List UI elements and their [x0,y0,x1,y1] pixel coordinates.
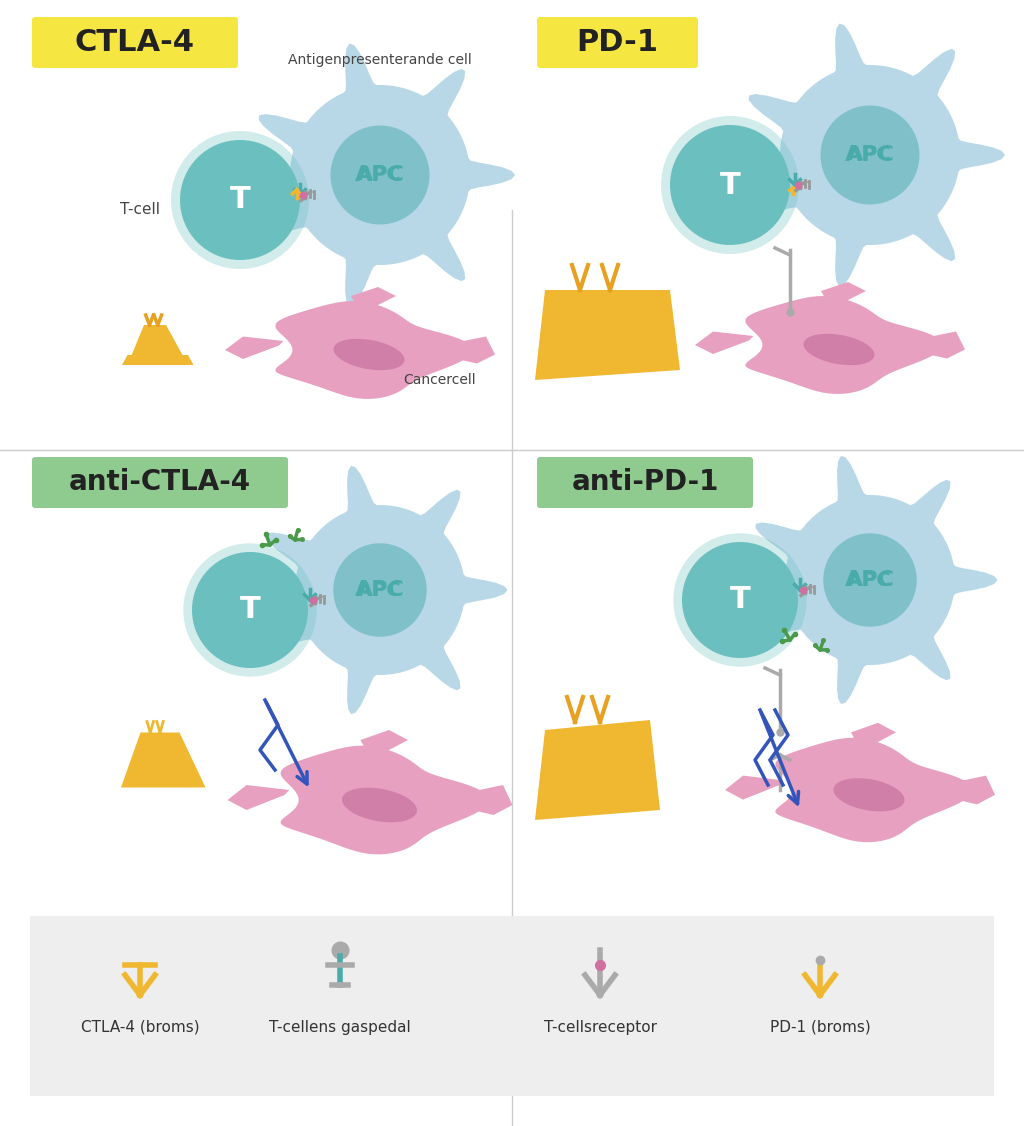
Polygon shape [351,287,396,312]
Polygon shape [535,291,680,379]
Text: APC: APC [355,580,404,600]
Polygon shape [265,466,508,714]
Polygon shape [775,738,973,842]
Polygon shape [122,355,194,365]
Text: anti-CTLA-4: anti-CTLA-4 [69,468,251,497]
Polygon shape [535,720,660,820]
Text: CTLA-4: CTLA-4 [75,28,195,57]
Text: APC: APC [848,145,892,164]
Text: APC: APC [845,145,895,166]
Polygon shape [121,733,206,787]
Polygon shape [451,785,512,815]
Text: PD-1 (broms): PD-1 (broms) [770,1020,870,1035]
Circle shape [331,125,429,224]
Circle shape [682,542,798,658]
Text: T: T [240,596,260,625]
Circle shape [333,543,427,636]
Circle shape [823,534,916,627]
Polygon shape [745,296,942,394]
Polygon shape [725,776,783,799]
Polygon shape [851,723,896,749]
FancyBboxPatch shape [537,17,698,68]
Polygon shape [259,44,515,306]
Circle shape [674,534,807,667]
Polygon shape [281,745,488,855]
Text: APC: APC [848,571,892,590]
Text: T: T [730,586,751,615]
Polygon shape [937,776,995,804]
Text: APC: APC [358,581,401,599]
Polygon shape [695,331,754,354]
Text: anti-PD-1: anti-PD-1 [571,468,719,497]
Text: T-cell: T-cell [120,203,160,217]
Text: T: T [720,170,740,199]
Text: PD-1: PD-1 [577,28,658,57]
FancyBboxPatch shape [32,17,238,68]
Text: T-cellsreceptor: T-cellsreceptor [544,1020,656,1035]
Circle shape [180,140,300,260]
Polygon shape [275,301,472,399]
Text: T: T [229,186,251,214]
FancyBboxPatch shape [32,457,288,508]
Polygon shape [225,337,284,359]
Polygon shape [128,325,188,365]
FancyBboxPatch shape [30,915,994,1096]
Ellipse shape [342,788,417,822]
Circle shape [820,106,920,205]
Polygon shape [906,331,965,358]
Text: CTLA-4 (broms): CTLA-4 (broms) [81,1020,200,1035]
Polygon shape [821,282,866,306]
Ellipse shape [334,339,404,370]
Polygon shape [227,785,289,810]
Text: Cancercell: Cancercell [403,373,476,387]
Text: APC: APC [355,166,404,185]
Text: APC: APC [358,166,401,185]
Polygon shape [360,730,408,758]
Text: Antigenpresenterande cell: Antigenpresenterande cell [288,53,472,68]
Polygon shape [749,24,1005,286]
Circle shape [670,125,790,245]
Polygon shape [756,456,997,704]
Text: T-cellens gaspedal: T-cellens gaspedal [269,1020,411,1035]
Circle shape [193,552,308,668]
Circle shape [662,116,799,254]
Ellipse shape [834,778,904,812]
Circle shape [171,131,309,269]
Ellipse shape [804,333,874,365]
FancyBboxPatch shape [537,457,753,508]
Polygon shape [436,337,495,364]
Text: APC: APC [845,570,895,590]
Circle shape [183,544,316,677]
